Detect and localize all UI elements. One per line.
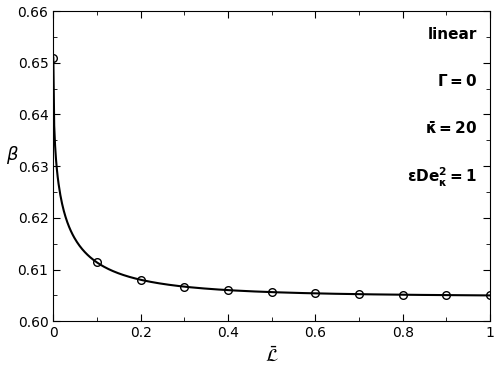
Text: $\mathbf{\varepsilon De_{\kappa}^{2}=1}$: $\mathbf{\varepsilon De_{\kappa}^{2}=1}$ [407,166,477,189]
Text: $\mathbf{\Gamma=0}$: $\mathbf{\Gamma=0}$ [436,73,477,89]
X-axis label: $\bar{\mathcal{L}}$: $\bar{\mathcal{L}}$ [265,346,278,364]
Y-axis label: $\beta$: $\beta$ [6,144,18,166]
Text: linear: linear [428,27,477,41]
Text: $\mathbf{\bar{\kappa}=20}$: $\mathbf{\bar{\kappa}=20}$ [425,120,477,137]
